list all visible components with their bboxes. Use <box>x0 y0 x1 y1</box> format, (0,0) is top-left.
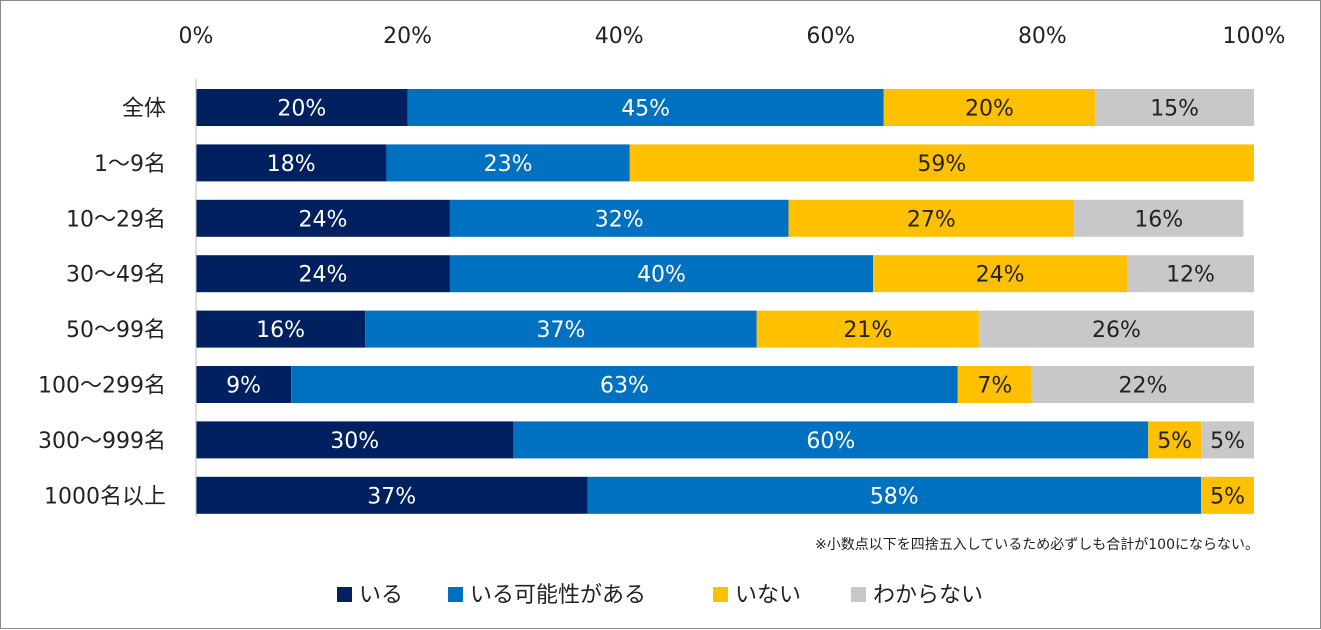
data-label: 59% <box>917 152 966 177</box>
data-label: 5% <box>1210 484 1245 509</box>
legend-label: わからない <box>873 583 983 608</box>
data-label: 24% <box>976 263 1025 288</box>
bar-segment <box>196 199 450 237</box>
data-label: 24% <box>299 263 348 288</box>
bar-segment <box>756 310 979 348</box>
data-label: 15% <box>1150 97 1199 122</box>
bar-segment <box>196 310 366 348</box>
bar-segment <box>196 421 514 459</box>
bar-segment <box>1031 366 1254 403</box>
bar-segment <box>386 144 630 182</box>
bar-segment <box>978 310 1254 348</box>
data-label: 63% <box>600 374 649 399</box>
bar-segment <box>587 476 1202 514</box>
bar-segment <box>957 366 1032 403</box>
bar-segment <box>196 366 292 403</box>
data-label: 20% <box>965 97 1014 122</box>
data-label: 5% <box>1210 429 1245 454</box>
data-label: 21% <box>843 318 892 343</box>
data-label: 26% <box>1092 318 1141 343</box>
bar-segment <box>449 199 789 237</box>
data-label: 12% <box>1166 263 1215 288</box>
data-label: 58% <box>870 484 919 509</box>
bar-segment <box>196 476 588 514</box>
legend-swatch <box>851 587 866 602</box>
bar-segment <box>629 144 1254 182</box>
category-labels: 全体 1～9名 10～29名 30～49名 50～99名 100～299名 300～999名… <box>38 97 166 510</box>
data-label: 16% <box>256 318 305 343</box>
bar-segment <box>1201 476 1254 514</box>
x-tick-label: 0% <box>179 24 214 49</box>
data-label: 22% <box>1118 374 1167 399</box>
bars: 20% 45% 20% 15% 18% 23% 59% 24% 32% 27% 16% 24% 40% 2… <box>196 89 1254 514</box>
legend-label: いる <box>359 583 403 608</box>
bar-segment <box>873 255 1128 293</box>
bar-segment <box>365 310 757 348</box>
category-label: 全体 <box>122 97 166 122</box>
legend: いる いる可能性がある いない わからない <box>337 583 983 608</box>
data-label: 37% <box>367 484 416 509</box>
legend-label: いない <box>735 583 801 608</box>
data-label: 60% <box>806 429 855 454</box>
bar-segment <box>513 421 1149 459</box>
data-label: 16% <box>1134 207 1183 232</box>
x-tick-label: 20% <box>383 24 432 49</box>
data-label: 32% <box>595 207 644 232</box>
category-label: 1～9名 <box>94 152 166 177</box>
data-label: 9% <box>226 374 261 399</box>
bar-segment <box>449 255 874 293</box>
bar-segment <box>196 255 450 293</box>
x-axis-ticks: 0% 20% 40% 60% 80% 100% <box>179 24 1286 49</box>
category-label: 1000名以上 <box>44 484 166 509</box>
bar-segment <box>1201 421 1254 459</box>
bar-segment <box>407 89 884 126</box>
legend-swatch <box>448 587 463 602</box>
data-label: 37% <box>537 318 586 343</box>
x-tick-label: 100% <box>1223 24 1286 49</box>
data-label: 27% <box>907 207 956 232</box>
data-label: 7% <box>977 374 1012 399</box>
legend-swatch <box>713 587 728 602</box>
bar-segment <box>1148 421 1202 459</box>
bar-segment <box>1127 255 1254 293</box>
bar-segment <box>1095 89 1254 126</box>
data-label: 24% <box>299 207 348 232</box>
data-label: 45% <box>621 97 670 122</box>
category-label: 10～29名 <box>66 207 166 232</box>
data-label: 5% <box>1157 429 1192 454</box>
data-label: 20% <box>277 97 326 122</box>
category-label: 30～49名 <box>66 263 166 288</box>
data-label: 40% <box>637 263 686 288</box>
bar-segment <box>196 89 408 126</box>
footnote: ※小数点以下を四捨五入しているため必ずしも合計が100にならない。 <box>815 536 1259 553</box>
data-label: 23% <box>484 152 533 177</box>
bar-segment <box>788 199 1075 237</box>
category-label: 300～999名 <box>38 429 166 454</box>
x-tick-label: 80% <box>1018 24 1067 49</box>
category-label: 50～99名 <box>66 318 166 343</box>
bar-segment <box>883 89 1096 126</box>
x-tick-label: 40% <box>595 24 644 49</box>
data-label: 30% <box>330 429 379 454</box>
legend-label: いる可能性がある <box>470 583 646 608</box>
x-tick-label: 60% <box>806 24 855 49</box>
bar-segment <box>291 366 958 403</box>
category-label: 100～299名 <box>38 374 166 399</box>
legend-swatch <box>337 587 352 602</box>
bar-segment <box>1074 199 1244 237</box>
bar-segment <box>196 144 387 182</box>
data-label: 18% <box>267 152 316 177</box>
